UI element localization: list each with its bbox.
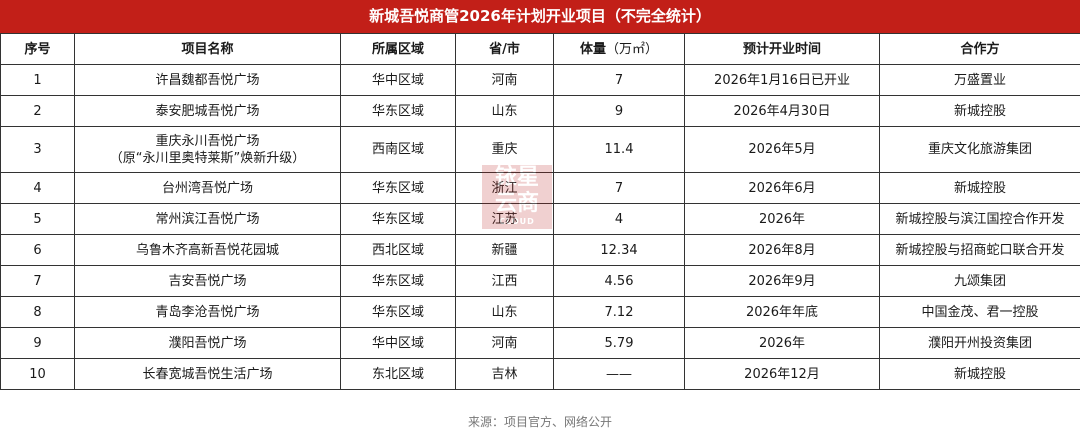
cell-name: 泰安肥城吾悦广场 xyxy=(74,95,341,127)
cell-name: 重庆永川吾悦广场 （原“永川里奥特莱斯”焕新升级） xyxy=(74,126,341,173)
table-row: 2 泰安肥城吾悦广场 华东区域 山东 9 2026年4月30日 新城控股 xyxy=(0,95,1080,127)
area-label: 体量 xyxy=(579,41,606,57)
cell-area: 11.4 xyxy=(553,126,685,173)
cell-name: 乌鲁木齐高新吾悦花园城 xyxy=(74,234,341,266)
cell-partner: 新城控股 xyxy=(879,358,1080,390)
cell-province: 河南 xyxy=(455,64,554,96)
cell-name-line2: （原“永川里奥特莱斯”焕新升级） xyxy=(109,150,306,166)
cell-partner: 九颂集团 xyxy=(879,265,1080,297)
cell-date: 2026年12月 xyxy=(684,358,880,390)
cell-region: 华中区域 xyxy=(340,64,456,96)
cell-area: 7 xyxy=(553,172,685,204)
col-header-name: 项目名称 xyxy=(74,33,341,65)
cell-name: 常州滨江吾悦广场 xyxy=(74,203,341,235)
cell-no: 4 xyxy=(0,172,75,204)
cell-date: 2026年6月 xyxy=(684,172,880,204)
table-title: 新城吾悦商管2026年计划开业项目（不完全统计） xyxy=(0,0,1080,33)
col-header-province: 省/市 xyxy=(455,33,554,65)
cell-area: 4 xyxy=(553,203,685,235)
cell-province: 浙江 xyxy=(455,172,554,204)
cell-province: 山东 xyxy=(455,296,554,328)
cell-date: 2026年 xyxy=(684,327,880,359)
cell-area: 12.34 xyxy=(553,234,685,266)
cell-province: 江西 xyxy=(455,265,554,297)
cell-area: 9 xyxy=(553,95,685,127)
table-row: 5 常州滨江吾悦广场 华东区域 江苏 4 2026年 新城控股与滨江国控合作开发 xyxy=(0,203,1080,235)
cell-no: 7 xyxy=(0,265,75,297)
cell-date: 2026年8月 xyxy=(684,234,880,266)
cell-name-line1: 重庆永川吾悦广场 xyxy=(155,133,260,149)
cell-region: 华东区域 xyxy=(340,203,456,235)
project-table: 序号 项目名称 所属区域 省/市 体量（万㎡） 预计开业时间 合作方 1 许昌魏… xyxy=(0,33,1080,390)
cell-region: 华东区域 xyxy=(340,172,456,204)
cell-name: 濮阳吾悦广场 xyxy=(74,327,341,359)
cell-name: 青岛李沧吾悦广场 xyxy=(74,296,341,328)
cell-region: 西北区域 xyxy=(340,234,456,266)
cell-partner: 新城控股 xyxy=(879,95,1080,127)
cell-province: 江苏 xyxy=(455,203,554,235)
cell-region: 华东区域 xyxy=(340,265,456,297)
table-row: 9 濮阳吾悦广场 华中区域 河南 5.79 2026年 濮阳开州投资集团 xyxy=(0,327,1080,359)
cell-province: 山东 xyxy=(455,95,554,127)
cell-area: 5.79 xyxy=(553,327,685,359)
cell-name: 许昌魏都吾悦广场 xyxy=(74,64,341,96)
table-row: 10 长春宽城吾悦生活广场 东北区域 吉林 —— 2026年12月 新城控股 xyxy=(0,358,1080,390)
col-header-region: 所属区域 xyxy=(340,33,456,65)
cell-name: 吉安吾悦广场 xyxy=(74,265,341,297)
col-header-partner: 合作方 xyxy=(879,33,1080,65)
cell-no: 1 xyxy=(0,64,75,96)
cell-region: 东北区域 xyxy=(340,358,456,390)
cell-partner: 重庆文化旅游集团 xyxy=(879,126,1080,173)
cell-date: 2026年年底 xyxy=(684,296,880,328)
col-header-no: 序号 xyxy=(0,33,75,65)
cell-date: 2026年1月16日已开业 xyxy=(684,64,880,96)
col-header-area: 体量（万㎡） xyxy=(553,33,685,65)
table-row: 8 青岛李沧吾悦广场 华东区域 山东 7.12 2026年年底 中国金茂、君一控… xyxy=(0,296,1080,328)
cell-no: 5 xyxy=(0,203,75,235)
cell-province: 新疆 xyxy=(455,234,554,266)
cell-name: 台州湾吾悦广场 xyxy=(74,172,341,204)
header-row: 序号 项目名称 所属区域 省/市 体量（万㎡） 预计开业时间 合作方 xyxy=(0,33,1080,65)
cell-no: 2 xyxy=(0,95,75,127)
cell-region: 华东区域 xyxy=(340,95,456,127)
source-note: 来源：项目官方、网络公开 xyxy=(467,415,612,429)
table-row: 7 吉安吾悦广场 华东区域 江西 4.56 2026年9月 九颂集团 xyxy=(0,265,1080,297)
cell-province: 吉林 xyxy=(455,358,554,390)
table-row: 1 许昌魏都吾悦广场 华中区域 河南 7 2026年1月16日已开业 万盛置业 xyxy=(0,64,1080,96)
cell-region: 华中区域 xyxy=(340,327,456,359)
table-row: 3 重庆永川吾悦广场 （原“永川里奥特莱斯”焕新升级） 西南区域 重庆 11.4 … xyxy=(0,126,1080,173)
cell-date: 2026年5月 xyxy=(684,126,880,173)
area-unit: （万㎡） xyxy=(606,41,659,57)
cell-area: 7.12 xyxy=(553,296,685,328)
cell-partner: 新城控股与滨江国控合作开发 xyxy=(879,203,1080,235)
cell-area: 4.56 xyxy=(553,265,685,297)
cell-date: 2026年 xyxy=(684,203,880,235)
cell-date: 2026年9月 xyxy=(684,265,880,297)
cell-province: 重庆 xyxy=(455,126,554,173)
cell-partner: 新城控股 xyxy=(879,172,1080,204)
cell-no: 3 xyxy=(0,126,75,173)
table-row: 6 乌鲁木齐高新吾悦花园城 西北区域 新疆 12.34 2026年8月 新城控股… xyxy=(0,234,1080,266)
cell-province: 河南 xyxy=(455,327,554,359)
cell-region: 西南区域 xyxy=(340,126,456,173)
cell-date: 2026年4月30日 xyxy=(684,95,880,127)
cell-no: 8 xyxy=(0,296,75,328)
cell-area: 7 xyxy=(553,64,685,96)
cell-no: 6 xyxy=(0,234,75,266)
cell-partner: 中国金茂、君一控股 xyxy=(879,296,1080,328)
col-header-date: 预计开业时间 xyxy=(684,33,880,65)
cell-no: 10 xyxy=(0,358,75,390)
cell-partner: 濮阳开州投资集团 xyxy=(879,327,1080,359)
cell-partner: 万盛置业 xyxy=(879,64,1080,96)
cell-area: —— xyxy=(553,358,685,390)
cell-region: 华东区域 xyxy=(340,296,456,328)
cell-no: 9 xyxy=(0,327,75,359)
table-row: 4 台州湾吾悦广场 华东区域 浙江 7 2026年6月 新城控股 xyxy=(0,172,1080,204)
cell-name: 长春宽城吾悦生活广场 xyxy=(74,358,341,390)
cell-partner: 新城控股与招商蛇口联合开发 xyxy=(879,234,1080,266)
